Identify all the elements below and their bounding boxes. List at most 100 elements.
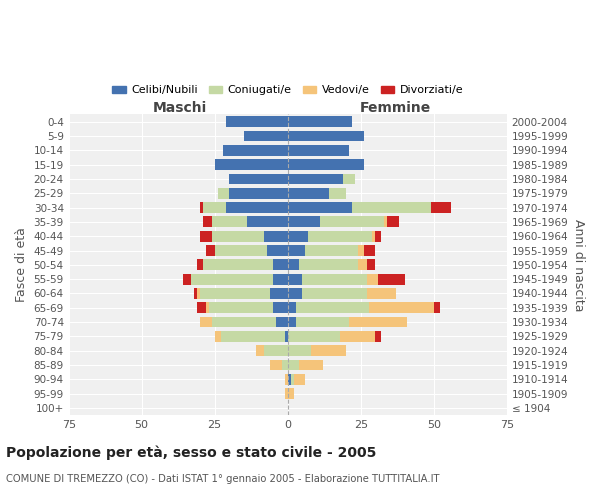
Bar — [244, 130, 287, 141]
Bar — [200, 288, 270, 299]
Bar — [203, 202, 226, 213]
Bar — [387, 216, 398, 227]
Bar — [206, 245, 215, 256]
Bar — [364, 245, 376, 256]
Bar — [299, 260, 358, 270]
Bar — [349, 316, 407, 328]
Y-axis label: Fasce di età: Fasce di età — [15, 228, 28, 302]
Bar — [308, 231, 373, 241]
Bar — [247, 216, 287, 227]
Bar — [287, 145, 349, 156]
Bar — [282, 360, 287, 370]
Bar — [287, 360, 299, 370]
Bar — [273, 260, 287, 270]
Bar — [329, 188, 346, 198]
Text: COMUNE DI TREMEZZO (CO) - Dati ISTAT 1° gennaio 2005 - Elaborazione TUTTITALIA.I: COMUNE DI TREMEZZO (CO) - Dati ISTAT 1° … — [6, 474, 439, 484]
Bar — [367, 288, 396, 299]
Bar — [215, 159, 287, 170]
Bar — [305, 245, 358, 256]
Bar — [302, 288, 367, 299]
Bar — [267, 245, 287, 256]
Bar — [302, 274, 367, 284]
Bar — [285, 374, 287, 384]
Bar — [194, 288, 197, 299]
Bar — [182, 274, 191, 284]
Bar — [229, 188, 287, 198]
Bar — [206, 302, 209, 313]
Bar — [340, 331, 376, 342]
Bar — [191, 274, 273, 284]
Bar — [226, 202, 287, 213]
Bar — [367, 260, 376, 270]
Text: Femmine: Femmine — [360, 101, 431, 115]
Bar — [367, 274, 378, 284]
Text: Popolazione per età, sesso e stato civile - 2005: Popolazione per età, sesso e stato civil… — [6, 446, 376, 460]
Bar — [287, 274, 302, 284]
Bar — [273, 302, 287, 313]
Bar — [273, 274, 287, 284]
Bar — [373, 231, 376, 241]
Bar — [276, 316, 287, 328]
Bar — [197, 288, 200, 299]
Text: Maschi: Maschi — [152, 101, 207, 115]
Bar — [287, 216, 320, 227]
Bar — [370, 302, 434, 313]
Bar — [203, 216, 212, 227]
Bar — [290, 374, 293, 384]
Bar — [311, 346, 346, 356]
Bar — [287, 174, 343, 184]
Bar — [352, 202, 431, 213]
Bar — [287, 188, 329, 198]
Bar — [200, 316, 212, 328]
Bar — [209, 302, 273, 313]
Bar — [287, 202, 352, 213]
Bar — [287, 231, 308, 241]
Bar — [212, 316, 276, 328]
Bar — [203, 260, 273, 270]
Bar — [265, 231, 287, 241]
Bar — [287, 130, 364, 141]
Bar — [215, 245, 267, 256]
Bar — [376, 331, 381, 342]
Bar — [226, 116, 287, 127]
Bar — [212, 216, 247, 227]
Bar — [434, 302, 440, 313]
Bar — [287, 374, 290, 384]
Bar — [287, 346, 311, 356]
Bar — [270, 288, 287, 299]
Bar — [223, 145, 287, 156]
Bar — [299, 360, 323, 370]
Bar — [343, 174, 355, 184]
Bar — [221, 331, 285, 342]
Bar — [320, 216, 384, 227]
Bar — [287, 288, 302, 299]
Bar — [287, 260, 299, 270]
Bar — [212, 231, 265, 241]
Bar — [270, 360, 282, 370]
Bar — [215, 331, 221, 342]
Bar — [229, 174, 287, 184]
Bar — [285, 331, 287, 342]
Bar — [287, 331, 340, 342]
Bar — [200, 202, 203, 213]
Bar — [265, 346, 287, 356]
Bar — [376, 231, 381, 241]
Bar — [197, 260, 203, 270]
Bar — [287, 159, 364, 170]
Bar — [384, 216, 387, 227]
Bar — [287, 316, 296, 328]
Bar — [287, 388, 293, 399]
Legend: Celibi/Nubili, Coniugati/e, Vedovi/e, Divorziati/e: Celibi/Nubili, Coniugati/e, Vedovi/e, Di… — [108, 81, 467, 100]
Bar — [293, 374, 305, 384]
Bar — [358, 260, 367, 270]
Bar — [287, 116, 352, 127]
Bar — [287, 245, 305, 256]
Bar — [296, 316, 349, 328]
Bar — [218, 188, 229, 198]
Bar — [256, 346, 265, 356]
Bar — [296, 302, 370, 313]
Bar — [431, 202, 451, 213]
Bar — [285, 388, 287, 399]
Bar — [378, 274, 404, 284]
Y-axis label: Anni di nascita: Anni di nascita — [572, 218, 585, 311]
